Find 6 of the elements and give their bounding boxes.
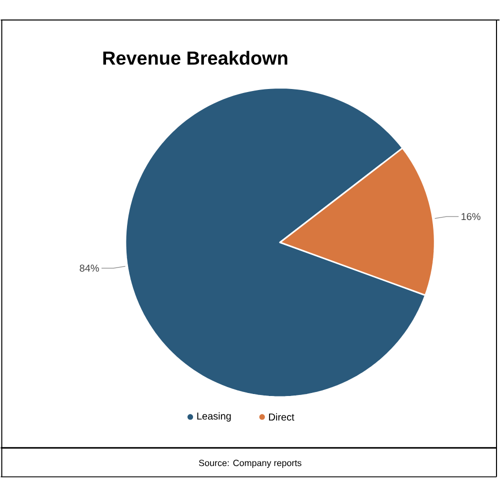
data-label: 16% bbox=[462, 213, 480, 220]
legend-label: Direct bbox=[269, 413, 294, 421]
data-label: 84% bbox=[80, 264, 99, 272]
chart-title: Revenue Breakdown bbox=[103, 51, 288, 65]
source-note: Source: Company reports bbox=[198, 460, 302, 468]
legend-label: Leasing bbox=[197, 412, 231, 422]
